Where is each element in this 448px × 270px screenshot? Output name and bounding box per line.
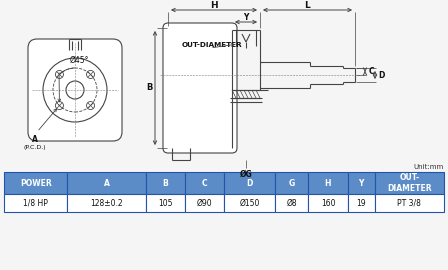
Bar [224, 194, 275, 212]
Bar [146, 194, 185, 212]
Bar [224, 172, 275, 194]
Text: Ø150: Ø150 [239, 198, 260, 208]
Text: C: C [368, 66, 374, 76]
Text: Ø8: Ø8 [286, 198, 297, 208]
Bar [4, 194, 67, 212]
Bar [375, 194, 444, 212]
FancyBboxPatch shape [163, 23, 237, 153]
Text: L: L [304, 1, 310, 9]
Text: A: A [103, 178, 109, 187]
Text: D: D [246, 178, 253, 187]
Bar [185, 194, 224, 212]
Text: 105: 105 [158, 198, 172, 208]
Text: H: H [210, 1, 218, 9]
Bar [146, 172, 185, 194]
Text: Ø90: Ø90 [197, 198, 212, 208]
Bar [4, 172, 67, 194]
FancyBboxPatch shape [28, 39, 122, 141]
Text: B: B [146, 83, 152, 93]
Bar [308, 172, 348, 194]
Bar [67, 194, 146, 212]
Text: 160: 160 [321, 198, 335, 208]
Text: Y: Y [358, 178, 364, 187]
Bar [275, 172, 308, 194]
Text: OUT-
DIAMETER: OUT- DIAMETER [387, 173, 432, 193]
Text: D: D [378, 70, 384, 79]
Text: Unit:mm: Unit:mm [414, 164, 444, 170]
Bar [348, 194, 375, 212]
Text: B: B [162, 178, 168, 187]
Text: PT 3/8: PT 3/8 [397, 198, 421, 208]
Bar [67, 172, 146, 194]
Bar [375, 172, 444, 194]
Text: 1/8 HP: 1/8 HP [23, 198, 48, 208]
Text: A: A [32, 136, 38, 144]
Bar [308, 194, 348, 212]
Text: G: G [289, 178, 295, 187]
Bar [275, 194, 308, 212]
Text: 128±0.2: 128±0.2 [90, 198, 123, 208]
Text: Y: Y [243, 12, 249, 22]
Text: 19: 19 [356, 198, 366, 208]
Bar [348, 172, 375, 194]
Text: (P.C.D.): (P.C.D.) [24, 144, 46, 150]
Bar [185, 172, 224, 194]
Text: ØG: ØG [240, 170, 252, 178]
Text: OUT-DIAMETER: OUT-DIAMETER [182, 42, 243, 48]
Text: H: H [325, 178, 331, 187]
Text: C: C [202, 178, 207, 187]
Text: Ø45°: Ø45° [70, 56, 90, 65]
Text: POWER: POWER [20, 178, 52, 187]
